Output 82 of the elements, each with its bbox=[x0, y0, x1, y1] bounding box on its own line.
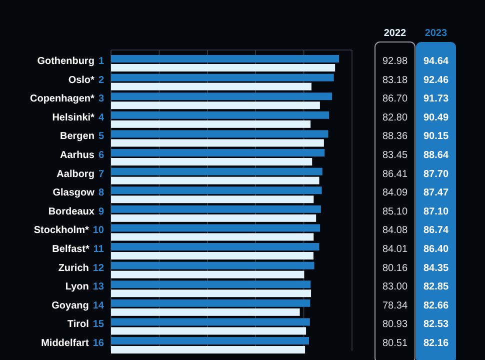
data-label: 87.47 bbox=[423, 188, 449, 199]
y-tick-label: Belfast* 11 bbox=[52, 244, 104, 255]
y-tick-label: Bordeaux 9 bbox=[48, 206, 104, 218]
data-label: 92.46 bbox=[423, 74, 449, 86]
bar bbox=[111, 111, 330, 119]
bar bbox=[111, 299, 310, 307]
data-label: 82.66 bbox=[423, 300, 449, 312]
data-label: 82.53 bbox=[423, 319, 449, 330]
data-label: 86.41 bbox=[382, 168, 408, 180]
data-label: 85.10 bbox=[382, 206, 408, 218]
text: 2022 bbox=[384, 28, 407, 39]
bar bbox=[111, 186, 322, 194]
bar bbox=[111, 280, 311, 288]
bar bbox=[111, 270, 304, 278]
data-label: 86.40 bbox=[423, 244, 449, 255]
y-tick-label: Tirol 15 bbox=[67, 319, 104, 330]
bar bbox=[111, 64, 336, 72]
data-label: 92.98 bbox=[382, 56, 408, 67]
data-label: 84.01 bbox=[382, 244, 408, 255]
y-tick-label: Zurich 12 bbox=[58, 262, 104, 274]
y-tick-label: Aalborg 7 bbox=[56, 168, 104, 180]
y-tick-label: Bergen 5 bbox=[60, 131, 104, 142]
data-label: 94.64 bbox=[423, 56, 449, 67]
data-label: 83.45 bbox=[382, 150, 408, 161]
y-tick-label: Copenhagen* 3 bbox=[30, 94, 104, 105]
bar bbox=[111, 55, 340, 62]
data-label: 87.70 bbox=[423, 168, 449, 180]
bar bbox=[111, 139, 324, 147]
data-label: 86.70 bbox=[382, 94, 408, 105]
y-tick-label: Stockholm* 10 bbox=[34, 225, 104, 236]
y-tick-label: Middelfart 16 bbox=[41, 338, 104, 349]
data-label: 80.93 bbox=[382, 319, 408, 330]
bar bbox=[111, 82, 312, 90]
bar bbox=[111, 149, 325, 156]
data-label: 84.35 bbox=[423, 262, 449, 274]
data-label: 84.09 bbox=[382, 188, 408, 199]
bar bbox=[111, 262, 314, 270]
bar bbox=[111, 168, 322, 176]
bar bbox=[111, 290, 312, 298]
y-tick-label: Helsinki* 4 bbox=[52, 112, 104, 124]
data-label: 83.18 bbox=[382, 74, 408, 86]
text: 2023 bbox=[424, 28, 448, 39]
bar bbox=[111, 120, 311, 128]
data-label: 86.74 bbox=[423, 225, 449, 236]
data-label: 82.16 bbox=[423, 338, 449, 349]
bar bbox=[111, 308, 300, 316]
y-tick-label: Goyang 14 bbox=[52, 300, 104, 312]
bar bbox=[111, 214, 316, 222]
data-label: 78.34 bbox=[382, 300, 408, 312]
bar bbox=[111, 130, 328, 138]
data-label: 88.64 bbox=[423, 150, 449, 161]
bar bbox=[111, 233, 314, 241]
data-label: 80.16 bbox=[382, 262, 408, 274]
bar bbox=[111, 92, 332, 100]
bar bbox=[111, 196, 314, 204]
bar bbox=[111, 243, 320, 250]
bar bbox=[111, 318, 310, 326]
bar bbox=[111, 158, 312, 166]
data-label: 88.36 bbox=[382, 131, 408, 142]
data-label: 90.15 bbox=[423, 131, 449, 142]
bar bbox=[111, 327, 306, 335]
bar bbox=[111, 337, 310, 344]
bar bbox=[111, 224, 320, 232]
data-label: 84.08 bbox=[382, 225, 408, 236]
y-tick-label: Oslo* 2 bbox=[68, 74, 104, 86]
y-tick-label: Aarhus 6 bbox=[60, 150, 104, 161]
bar bbox=[111, 74, 334, 82]
y-tick-label: Glasgow 8 bbox=[52, 188, 104, 199]
bar bbox=[111, 205, 321, 213]
data-label: 87.10 bbox=[423, 206, 449, 218]
y-tick-label: Gothenburg 1 bbox=[37, 56, 104, 67]
bar bbox=[111, 102, 320, 110]
data-label: 90.49 bbox=[423, 112, 449, 124]
data-label: 82.85 bbox=[423, 282, 449, 293]
bar bbox=[111, 346, 306, 354]
data-label: 83.00 bbox=[382, 282, 408, 293]
y-tick-label: Lyon 13 bbox=[65, 282, 104, 293]
data-label: 82.80 bbox=[382, 112, 408, 124]
bar bbox=[111, 252, 314, 260]
data-label: 80.51 bbox=[382, 338, 408, 349]
data-label: 91.73 bbox=[423, 94, 449, 105]
bar bbox=[111, 176, 320, 184]
